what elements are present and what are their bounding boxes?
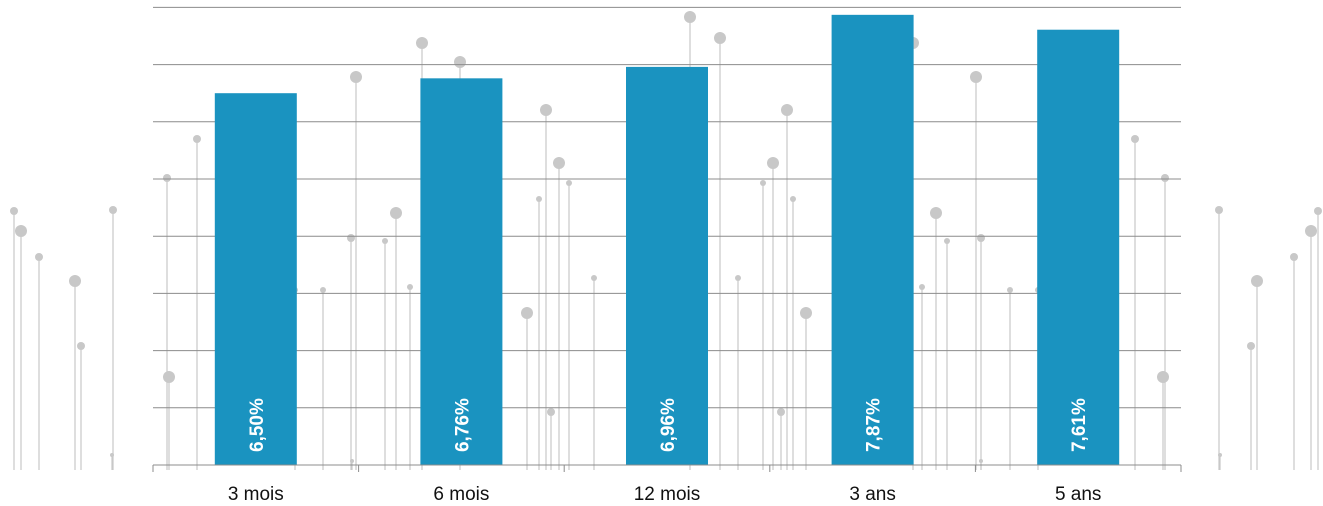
bar-series: 6,50% 6,76% 6,96% 7,87% 7,61% bbox=[214, 14, 1120, 466]
data-label: 6,76% bbox=[452, 398, 473, 452]
data-label: 7,61% bbox=[1069, 398, 1090, 452]
decoration-dot bbox=[35, 253, 43, 261]
decoration-dot bbox=[1131, 135, 1139, 143]
decoration-dot bbox=[977, 234, 985, 242]
decoration-dot bbox=[163, 174, 171, 182]
decoration-dot bbox=[10, 207, 18, 215]
decoration-dot bbox=[350, 71, 362, 83]
decoration-dot bbox=[536, 196, 542, 202]
decoration-dot bbox=[163, 371, 175, 383]
bar bbox=[626, 66, 708, 465]
x-tick-label: 3 ans bbox=[849, 484, 895, 505]
decoration-dot bbox=[77, 342, 85, 350]
decoration-dot bbox=[547, 408, 555, 416]
decoration-dot bbox=[407, 284, 413, 290]
decoration-dot bbox=[970, 71, 982, 83]
x-tick-label: 5 ans bbox=[1055, 484, 1101, 505]
decoration-dot bbox=[944, 238, 950, 244]
bar bbox=[1037, 29, 1120, 465]
decoration-dot bbox=[1305, 225, 1317, 237]
decoration-dot bbox=[1215, 206, 1223, 214]
decoration-dot bbox=[1247, 342, 1255, 350]
background-decoration bbox=[10, 11, 1322, 470]
decoration-dot bbox=[110, 453, 114, 457]
decoration-dot bbox=[15, 225, 27, 237]
decoration-dot bbox=[1157, 371, 1169, 383]
decoration-dot bbox=[781, 104, 793, 116]
decoration-dot bbox=[454, 56, 466, 68]
decoration-dot bbox=[979, 459, 983, 463]
decoration-dot bbox=[591, 275, 597, 281]
decoration-dot bbox=[714, 32, 726, 44]
x-tick-label: 12 mois bbox=[634, 484, 701, 505]
decoration-dot bbox=[1314, 207, 1322, 215]
data-label: 6,50% bbox=[247, 398, 268, 452]
x-axis: 3 mois 6 mois 12 mois 3 ans 5 ans bbox=[152, 464, 1182, 505]
bar bbox=[420, 78, 503, 465]
decoration-dot bbox=[1161, 174, 1169, 182]
x-tick-label: 3 mois bbox=[228, 484, 284, 505]
bar bbox=[214, 93, 297, 465]
decoration-dot bbox=[553, 157, 565, 169]
data-label: 6,96% bbox=[658, 398, 679, 452]
decoration-dot bbox=[1251, 275, 1263, 287]
decoration-dot bbox=[767, 157, 779, 169]
decoration-dot bbox=[566, 180, 572, 186]
decoration-dot bbox=[416, 37, 428, 49]
decoration-dot bbox=[382, 238, 388, 244]
decoration-dot bbox=[390, 207, 402, 219]
decoration-dot bbox=[790, 196, 796, 202]
decoration-dot bbox=[347, 234, 355, 242]
decoration-dot bbox=[919, 284, 925, 290]
decoration-dot bbox=[800, 307, 812, 319]
decoration-dot bbox=[760, 180, 766, 186]
decoration-dot bbox=[69, 275, 81, 287]
decoration-dot bbox=[1007, 287, 1013, 293]
x-tick-label: 6 mois bbox=[433, 484, 489, 505]
decoration-dot bbox=[735, 275, 741, 281]
decoration-dot bbox=[320, 287, 326, 293]
decoration-dot bbox=[109, 206, 117, 214]
bar bbox=[831, 14, 914, 466]
decoration-dot bbox=[684, 11, 696, 23]
decoration-dot bbox=[1290, 253, 1298, 261]
decoration-dot bbox=[521, 307, 533, 319]
decoration-dot bbox=[777, 408, 785, 416]
decoration-dot bbox=[540, 104, 552, 116]
data-label: 7,87% bbox=[864, 398, 885, 452]
decoration-dot bbox=[193, 135, 201, 143]
decoration-dot bbox=[1218, 453, 1222, 457]
decoration-dot bbox=[930, 207, 942, 219]
